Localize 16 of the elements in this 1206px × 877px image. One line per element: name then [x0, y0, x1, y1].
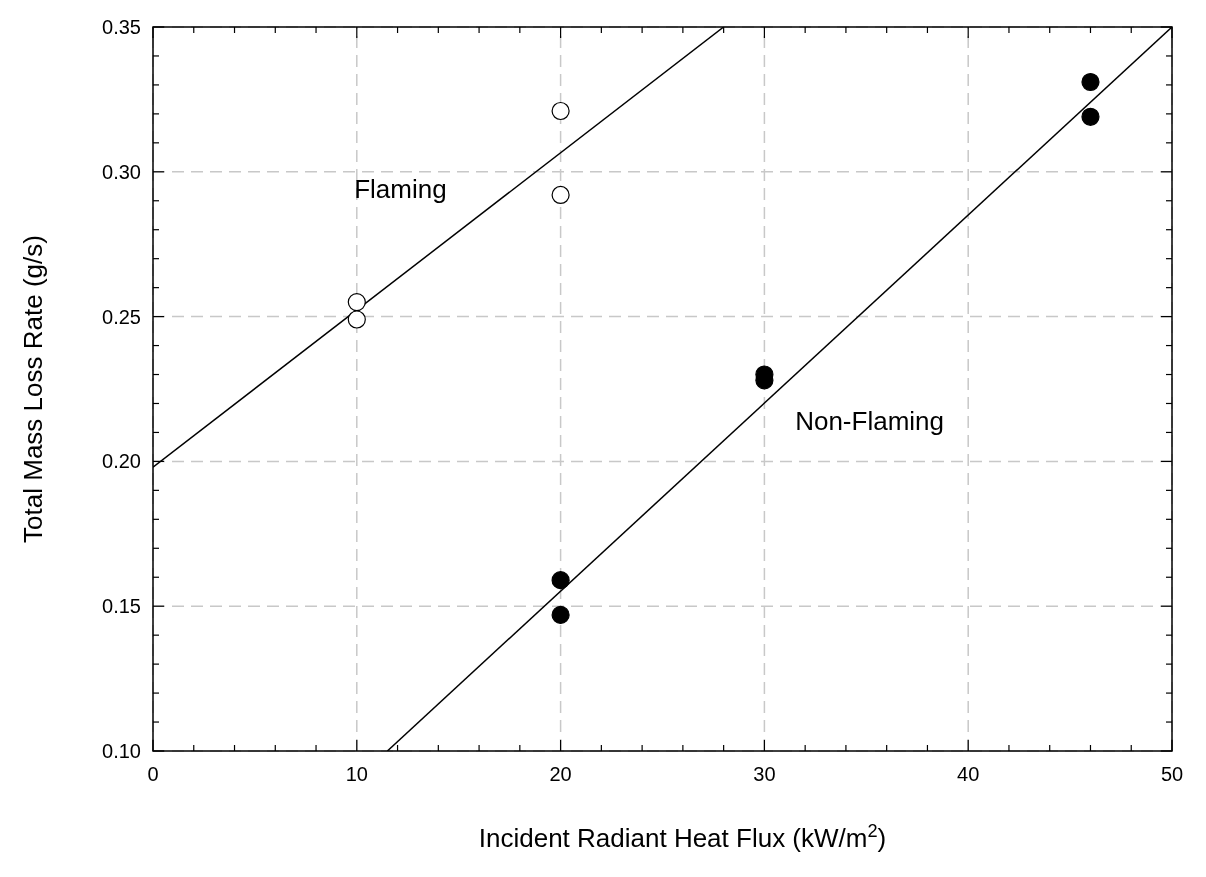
x-axis-title: Incident Radiant Heat Flux (kW/m$^{2}$) — [478, 821, 887, 853]
y-tick-label: 0.35 — [102, 16, 141, 38]
y-tick-label: 0.30 — [102, 160, 141, 183]
y-tick-label: 0.15 — [102, 595, 141, 618]
y-tick-label: 0.20 — [102, 450, 141, 473]
x-tick-label: 50 — [1160, 763, 1184, 785]
y-axis-title: Total Mass Loss Rate (g/s) — [18, 235, 48, 543]
annotation: Non-Flaming — [795, 406, 944, 437]
x-tick-label: 0 — [147, 763, 159, 785]
x-tick-label: 30 — [753, 763, 776, 785]
x-tick-label: 20 — [549, 763, 572, 785]
x-tick-label: 10 — [345, 763, 368, 785]
x-tick-label: 40 — [957, 763, 980, 785]
y-tick-label: 0.25 — [102, 305, 141, 328]
y-tick-label: 0.10 — [102, 740, 141, 762]
annotation: Flaming — [354, 173, 447, 204]
